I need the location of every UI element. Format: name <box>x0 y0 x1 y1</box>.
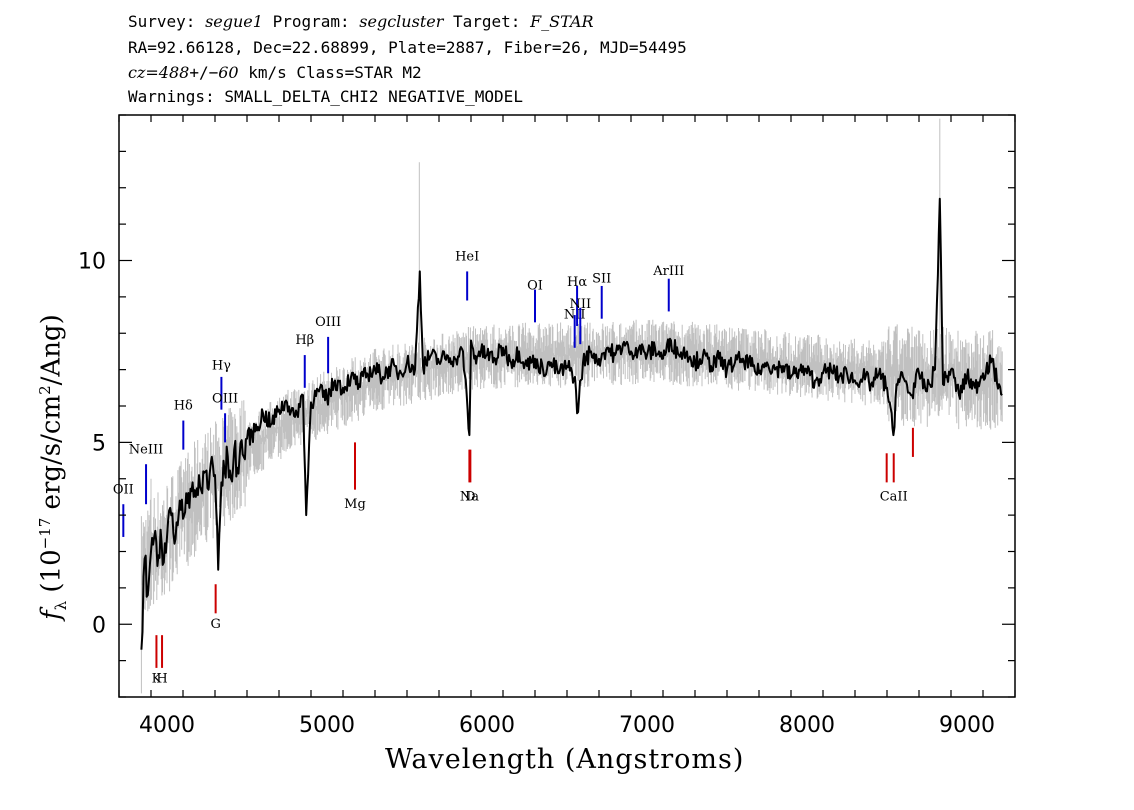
line-label: HeI <box>455 250 479 265</box>
x-tick-label: 4000 <box>139 713 195 738</box>
header-cz-line: cz=488+/−60 km/s Class=STAR M2 <box>128 63 422 82</box>
line-label: G <box>210 617 220 632</box>
y-axis-squared: 2 <box>36 385 54 395</box>
line-label: D <box>465 490 475 505</box>
line-label: Hβ <box>295 333 314 348</box>
header-warnings-line: Warnings: SMALL_DELTA_CHI2 NEGATIVE_MODE… <box>128 87 523 106</box>
header-coords-line: RA=92.66128, Dec=22.68899, Plate=2887, F… <box>128 38 687 57</box>
line-label: H <box>156 671 167 686</box>
y-axis-lambda: λ <box>51 600 70 611</box>
cz-error: 60 <box>218 63 239 82</box>
line-label: Na <box>460 490 479 505</box>
line-label: Hδ <box>174 399 193 414</box>
y-axis-f: f <box>36 610 67 620</box>
line-label: Hγ <box>212 359 231 374</box>
line-label: NII <box>569 297 591 312</box>
y-tick-label: 5 <box>92 431 106 456</box>
program-label: Program: <box>272 12 350 31</box>
y-axis-unit-b: erg/s/cm <box>36 394 67 518</box>
cz-value: 488 <box>158 63 190 82</box>
line-label: OIII <box>315 315 341 330</box>
x-tick-label: 6000 <box>459 713 515 738</box>
axis-ticks: 4000 5000 6000 7000 8000 9000 0 5 10 <box>78 114 1016 738</box>
line-label: SII <box>592 271 611 286</box>
cz-pm: +/− <box>189 63 219 82</box>
line-label: OII <box>113 482 134 497</box>
x-tick-label: 5000 <box>299 713 355 738</box>
model-series <box>140 118 1003 694</box>
flux-line <box>140 197 1003 650</box>
y-axis-unit-c: /Ang) <box>36 314 67 386</box>
survey-value: segue1 <box>205 12 263 31</box>
x-tick-label: 9000 <box>939 713 995 738</box>
y-tick-label: 10 <box>78 250 106 275</box>
line-label: Hα <box>567 275 587 290</box>
y-tick-label: 0 <box>92 613 106 638</box>
line-label: CaII <box>880 490 908 505</box>
x-tick-label: 7000 <box>619 713 675 738</box>
line-label: OI <box>527 279 543 294</box>
program-value: segcluster <box>359 12 444 31</box>
flux-series <box>140 197 1003 650</box>
plot-frame <box>118 114 1016 698</box>
target-value: F_STAR <box>530 12 594 31</box>
cz-label: cz= <box>128 63 159 82</box>
y-axis-unit-a: (10 <box>36 549 67 601</box>
line-label: NeIII <box>129 442 163 457</box>
x-axis-label: Wavelength (Angstroms) <box>385 744 745 775</box>
line-label: OIII <box>212 391 238 406</box>
line-label: K <box>152 671 162 686</box>
y-axis-label: fλ (10−17 erg/s/cm2/Ang) <box>36 314 70 620</box>
cz-class: km/s Class=STAR M2 <box>238 63 422 82</box>
x-tick-label: 8000 <box>779 713 835 738</box>
target-label: Target: <box>453 12 521 31</box>
y-axis-exponent: −17 <box>36 517 54 550</box>
survey-label: Survey: <box>128 12 196 31</box>
line-label: ArIII <box>652 264 684 279</box>
header-survey-line: Survey: segue1 Program: segcluster Targe… <box>128 12 594 31</box>
model-band <box>140 319 1003 612</box>
line-label: Mg <box>344 497 366 512</box>
